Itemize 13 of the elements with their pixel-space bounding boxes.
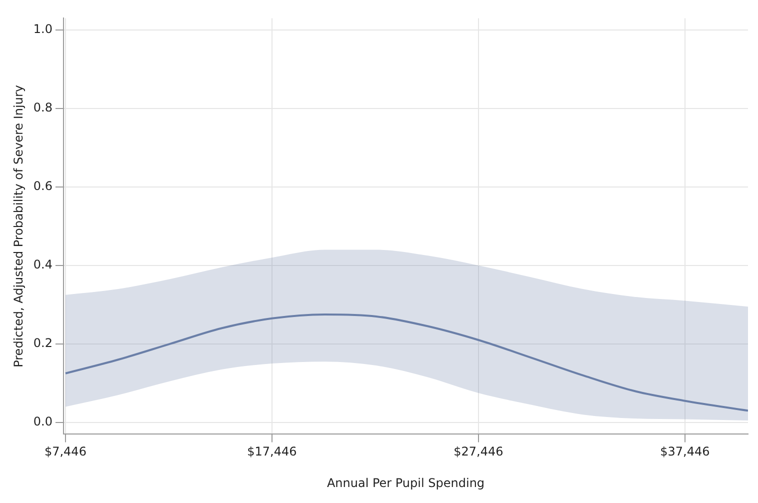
y-tick-label: 0.0 xyxy=(33,414,52,429)
y-tick-label: 0.6 xyxy=(33,179,52,194)
x-axis-title: Annual Per Pupil Spending xyxy=(326,476,485,490)
x-tick-label: $27,446 xyxy=(454,444,504,459)
y-tick-label: 1.0 xyxy=(33,22,52,36)
x-tick-label: $17,446 xyxy=(247,444,297,459)
y-tick-label: 0.2 xyxy=(33,336,52,350)
y-tick-label: 0.4 xyxy=(33,258,52,272)
y-axis-title: Predicted, Adjusted Probability of Severe Injury xyxy=(11,85,26,368)
x-tick-label: $7,446 xyxy=(44,444,86,459)
line-series xyxy=(64,314,748,412)
y-tick-label: 0.8 xyxy=(33,100,52,115)
x-tick-label: $37,446 xyxy=(660,444,710,459)
